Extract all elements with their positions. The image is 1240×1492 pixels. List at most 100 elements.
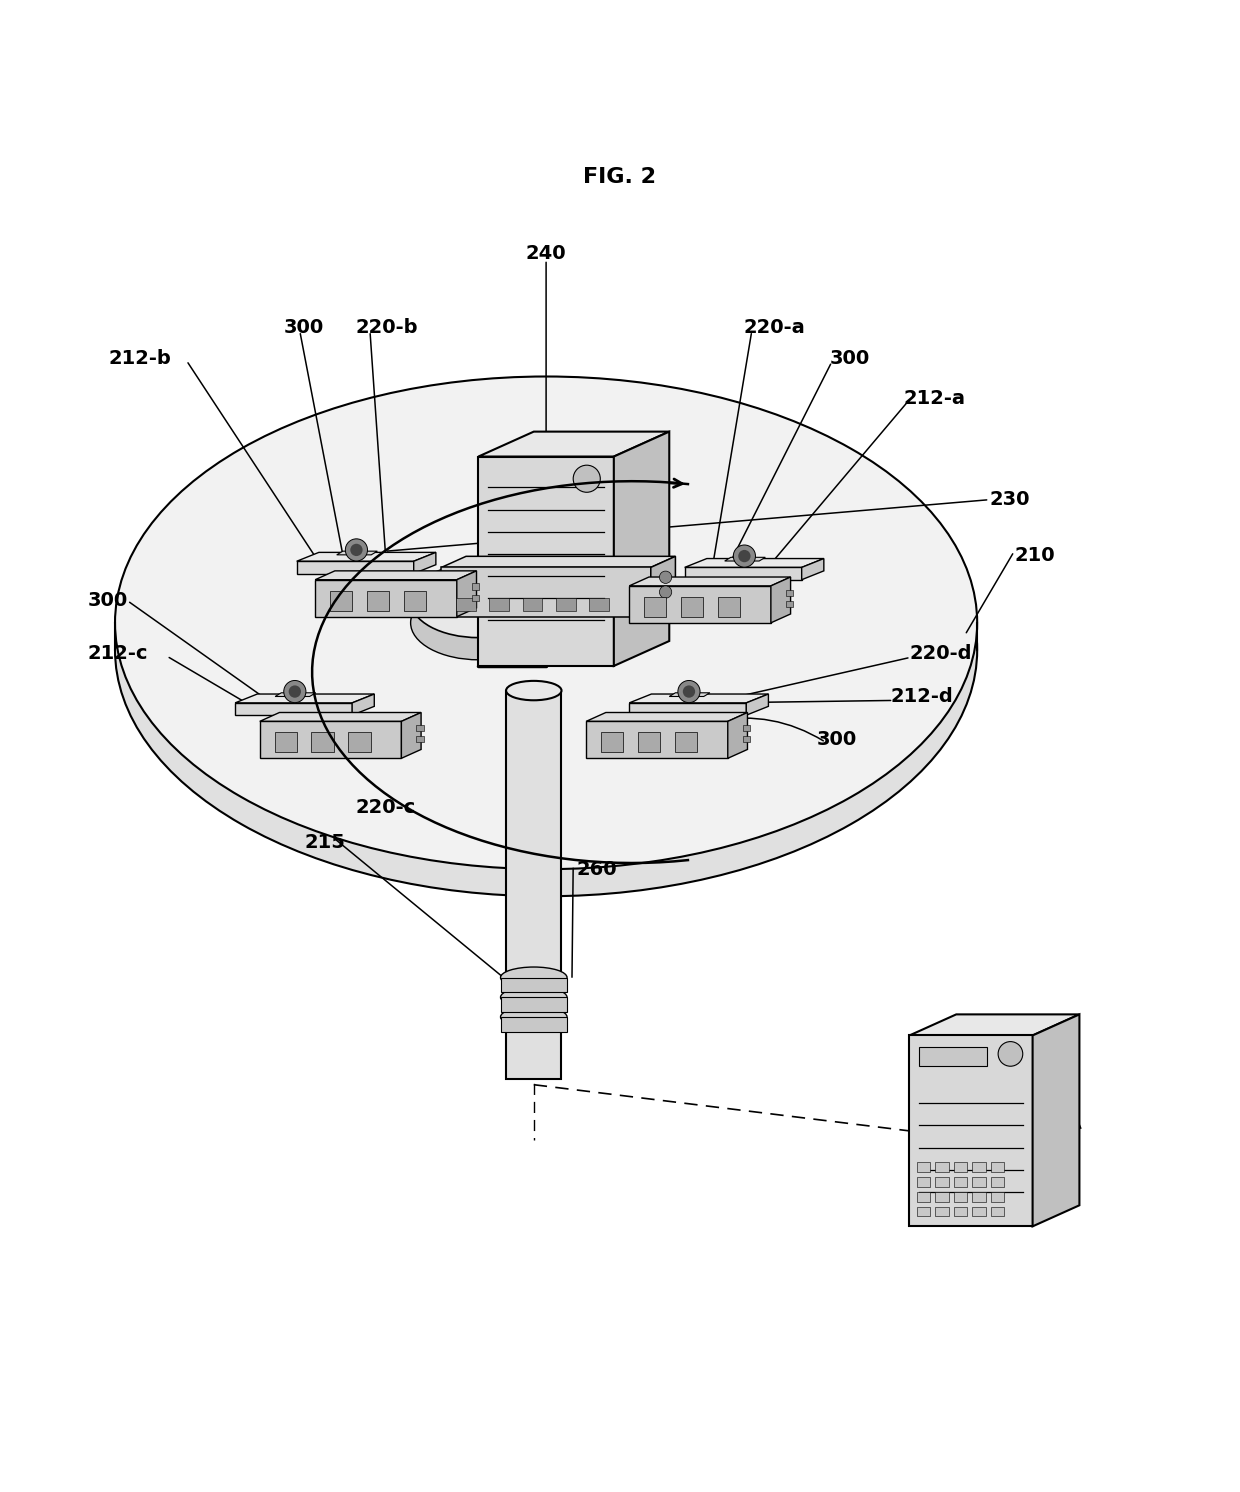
Ellipse shape (410, 586, 546, 659)
Bar (916, 1177, 930, 1188)
Polygon shape (402, 713, 422, 758)
Polygon shape (315, 571, 476, 580)
Ellipse shape (410, 564, 546, 637)
Polygon shape (479, 457, 614, 665)
Circle shape (289, 685, 301, 698)
Bar (972, 1192, 986, 1201)
Polygon shape (414, 552, 436, 573)
Polygon shape (629, 586, 771, 622)
Text: 220-d: 220-d (909, 645, 972, 662)
Ellipse shape (501, 1007, 567, 1028)
Polygon shape (684, 558, 823, 567)
Polygon shape (441, 567, 651, 616)
Bar (972, 1177, 986, 1188)
Text: 300: 300 (284, 318, 324, 337)
Bar (471, 594, 479, 601)
Text: 250: 250 (1039, 1021, 1079, 1038)
Polygon shape (337, 551, 377, 555)
Bar (348, 733, 371, 752)
Bar (972, 1207, 986, 1216)
Polygon shape (479, 431, 670, 457)
Bar (786, 589, 794, 595)
Circle shape (660, 571, 672, 583)
Circle shape (998, 1041, 1023, 1067)
Polygon shape (587, 721, 728, 758)
Polygon shape (259, 721, 402, 758)
Circle shape (733, 545, 755, 567)
Bar (935, 1177, 949, 1188)
Polygon shape (275, 692, 316, 697)
Circle shape (660, 586, 672, 598)
Bar (367, 591, 389, 610)
Bar (330, 591, 352, 610)
Bar (916, 1207, 930, 1216)
Circle shape (345, 539, 367, 561)
Polygon shape (456, 571, 476, 616)
Polygon shape (259, 713, 422, 721)
Ellipse shape (501, 967, 567, 988)
Polygon shape (296, 552, 436, 561)
Polygon shape (441, 557, 676, 567)
Polygon shape (506, 691, 562, 1079)
Circle shape (284, 680, 306, 703)
Text: 212-c: 212-c (88, 645, 149, 662)
Text: 210: 210 (1014, 546, 1055, 564)
Bar (681, 597, 703, 616)
Circle shape (678, 680, 701, 703)
Text: 220-a: 220-a (743, 318, 805, 337)
Polygon shape (629, 703, 746, 715)
Bar (471, 583, 479, 589)
Bar (991, 1162, 1004, 1173)
Bar (274, 733, 296, 752)
Polygon shape (315, 580, 456, 616)
Polygon shape (236, 694, 374, 703)
Polygon shape (771, 577, 791, 622)
Polygon shape (410, 601, 546, 622)
Polygon shape (296, 561, 414, 573)
Bar (972, 1162, 986, 1173)
Bar (523, 598, 542, 610)
Polygon shape (728, 713, 748, 758)
Bar (417, 736, 424, 743)
Polygon shape (629, 694, 769, 703)
Bar (954, 1192, 967, 1201)
Text: 300: 300 (830, 349, 869, 367)
Text: 212-b: 212-b (109, 349, 171, 367)
Text: 215: 215 (305, 833, 346, 852)
Polygon shape (651, 557, 676, 616)
Bar (644, 597, 666, 616)
Bar (601, 733, 622, 752)
Bar (935, 1192, 949, 1201)
Ellipse shape (506, 680, 562, 700)
Polygon shape (614, 431, 670, 665)
Text: 240: 240 (526, 243, 567, 263)
Circle shape (573, 466, 600, 492)
Text: 220-b: 220-b (355, 318, 418, 337)
Polygon shape (684, 567, 802, 580)
Text: 300: 300 (817, 731, 857, 749)
Polygon shape (746, 694, 769, 715)
Bar (675, 733, 697, 752)
Polygon shape (501, 997, 567, 1012)
Polygon shape (501, 1018, 567, 1032)
Bar (954, 1207, 967, 1216)
Circle shape (350, 543, 362, 557)
Text: 212-a: 212-a (903, 389, 965, 409)
Bar (417, 725, 424, 731)
Bar (786, 601, 794, 607)
Polygon shape (236, 703, 352, 715)
Bar (311, 733, 334, 752)
Polygon shape (587, 713, 748, 721)
Polygon shape (909, 1015, 1079, 1035)
Bar (404, 591, 427, 610)
Polygon shape (629, 577, 791, 586)
Bar (991, 1192, 1004, 1201)
Bar (743, 736, 750, 743)
Text: 220-c: 220-c (355, 798, 415, 818)
Bar (954, 1162, 967, 1173)
Ellipse shape (501, 986, 567, 1007)
Bar (991, 1177, 1004, 1188)
Bar (490, 598, 510, 610)
Text: 260: 260 (577, 859, 618, 879)
Ellipse shape (115, 404, 977, 897)
